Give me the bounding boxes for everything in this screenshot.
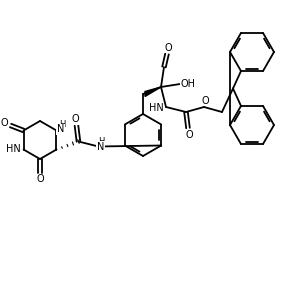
Text: O: O <box>164 43 172 53</box>
Text: N: N <box>97 142 104 152</box>
Text: H: H <box>98 137 105 146</box>
Text: N: N <box>57 124 64 134</box>
Text: HN: HN <box>148 103 164 113</box>
Text: O: O <box>201 96 209 106</box>
Text: H: H <box>59 120 66 129</box>
Text: HN: HN <box>6 145 21 154</box>
Text: O: O <box>72 115 79 124</box>
Text: O: O <box>185 130 193 140</box>
Text: O: O <box>1 118 8 128</box>
Text: OH: OH <box>181 79 196 89</box>
Text: O: O <box>36 174 44 184</box>
Polygon shape <box>145 87 161 97</box>
